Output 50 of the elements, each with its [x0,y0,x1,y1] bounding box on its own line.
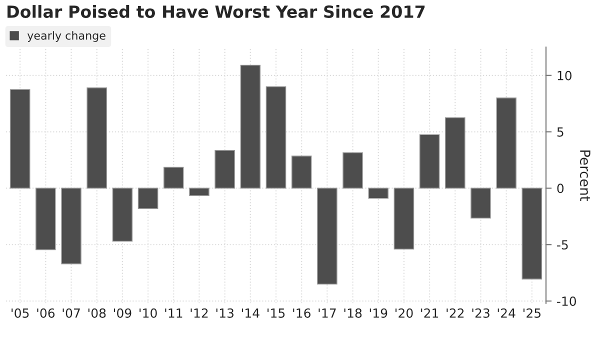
bar [368,188,389,199]
x-tick-label: '14 [242,308,260,318]
x-tick-label: '09 [114,308,132,318]
y-axis-title: Percent [580,150,590,202]
x-tick-label: '05 [12,308,29,318]
bar [266,86,286,189]
bar [470,188,491,219]
bar [10,89,30,189]
bar [445,117,466,189]
x-tick-label: '22 [446,308,464,318]
x-tick-label: '19 [370,308,388,318]
x-tick-label: '17 [318,308,336,318]
x-tick-label: '08 [88,308,106,318]
x-tick-label: '07 [62,308,80,318]
bar [214,150,235,189]
bar [36,188,56,250]
x-tick-label: '12 [190,308,208,318]
bar [522,188,542,280]
bar [317,188,338,285]
x-tick-label: '21 [421,308,438,318]
x-tick-label: '16 [293,308,310,318]
bar [163,166,184,189]
bar [61,188,82,264]
bar [240,64,261,189]
y-tick-label: -5 [557,240,568,250]
x-tick-label: '24 [498,308,516,318]
chart-title: Dollar Poised to Have Worst Year Since 2017 [8,5,425,18]
x-tick-label: '10 [140,308,157,318]
bar [342,152,363,189]
x-tick-label: '15 [268,308,285,318]
bar [86,87,107,189]
x-tick-label: '06 [37,308,55,318]
y-tick-label: 5 [557,127,564,137]
bar [291,156,312,189]
bar [112,188,133,242]
x-tick-label: '13 [216,308,234,318]
y-tick-label: -10 [557,296,576,306]
y-tick-label: 0 [557,184,564,194]
x-tick-label: '23 [472,308,490,318]
bar [419,134,440,189]
x-tick-label: '11 [165,308,182,318]
y-tick-label: 10 [558,70,572,80]
legend-label: yearly change [27,31,106,42]
x-tick-label: '25 [523,308,541,318]
bar [138,188,158,209]
bar [496,98,516,189]
bar [189,188,210,196]
x-tick-label: '18 [344,308,362,318]
x-tick-label: '20 [395,308,413,318]
bar [394,188,414,250]
